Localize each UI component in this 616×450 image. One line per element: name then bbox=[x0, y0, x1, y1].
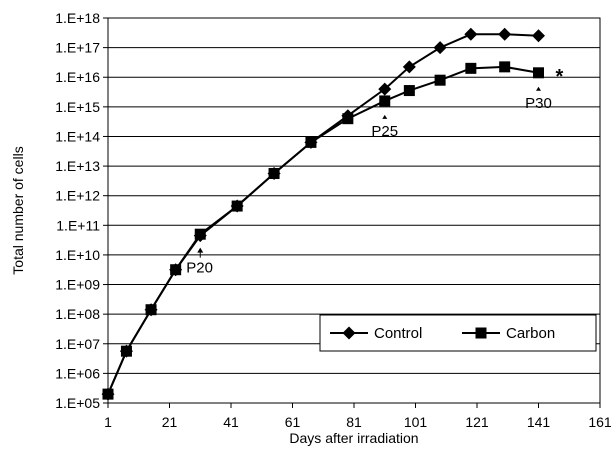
x-tick-label: 81 bbox=[346, 414, 362, 430]
x-tick-label: 101 bbox=[404, 414, 428, 430]
y-tick-label: 1.E+16 bbox=[55, 69, 100, 85]
annotations: P20 P25 P30* bbox=[186, 66, 563, 277]
y-tick-label: 1.E+08 bbox=[55, 306, 100, 322]
legend-square-marker bbox=[475, 327, 487, 339]
annotation-label: P20 bbox=[186, 260, 213, 277]
y-tick-label: 1.E+13 bbox=[55, 158, 100, 174]
x-tick-label: 1 bbox=[104, 414, 112, 430]
square-marker bbox=[102, 388, 114, 400]
square-marker bbox=[170, 264, 182, 276]
diamond-marker bbox=[433, 41, 447, 55]
axis-ticks: 1.E+05 1.E+06 1.E+07 1.E+08 1.E+09 1.E+10 1.E+… bbox=[55, 10, 612, 430]
x-axis-title: Days after irradiation bbox=[289, 430, 418, 446]
legend: Control Carbon bbox=[319, 314, 597, 352]
annotation-label: P30 bbox=[525, 95, 552, 112]
y-tick-label: 1.E+10 bbox=[55, 247, 100, 263]
x-tick-label: 161 bbox=[588, 414, 612, 430]
y-tick-label: 1.E+07 bbox=[55, 336, 100, 352]
square-marker bbox=[194, 228, 206, 240]
square-marker bbox=[268, 167, 280, 179]
square-marker bbox=[231, 200, 243, 212]
legend-item-carbon: Carbon bbox=[462, 325, 555, 342]
square-marker bbox=[379, 95, 391, 107]
y-tick-label: 1.E+15 bbox=[55, 99, 100, 115]
y-tick-label: 1.E+09 bbox=[55, 277, 100, 293]
square-marker bbox=[120, 345, 132, 357]
x-tick-label: 141 bbox=[527, 414, 551, 430]
y-tick-label: 1.E+14 bbox=[55, 128, 100, 144]
series-carbon bbox=[102, 61, 544, 400]
annotation-label: P25 bbox=[371, 123, 398, 140]
x-tick-label: 21 bbox=[162, 414, 178, 430]
square-marker bbox=[305, 136, 317, 148]
legend-label: Carbon bbox=[506, 325, 555, 342]
annotation-marker bbox=[536, 86, 541, 91]
x-tick-label: 41 bbox=[223, 414, 239, 430]
y-tick-label: 1.E+05 bbox=[55, 395, 100, 411]
square-marker bbox=[145, 304, 157, 316]
diamond-marker bbox=[378, 82, 392, 96]
legend-label: Control bbox=[374, 325, 422, 342]
y-tick-label: 1.E+06 bbox=[55, 365, 100, 381]
x-tick-label: 121 bbox=[465, 414, 489, 430]
series-layer bbox=[101, 27, 545, 401]
y-tick-label: 1.E+18 bbox=[55, 10, 100, 26]
legend-diamond-marker bbox=[342, 326, 356, 340]
annotation-marker bbox=[382, 114, 388, 119]
diamond-marker bbox=[532, 29, 545, 43]
square-marker bbox=[465, 62, 477, 74]
y-tick-label: 1.E+11 bbox=[56, 217, 100, 233]
legend-item-control: Control bbox=[330, 325, 422, 342]
square-marker bbox=[342, 113, 354, 125]
diamond-marker bbox=[464, 27, 478, 41]
square-marker bbox=[499, 61, 511, 73]
diamond-marker bbox=[498, 27, 512, 41]
square-marker bbox=[403, 85, 415, 97]
square-marker bbox=[533, 67, 544, 79]
significance-star: * bbox=[556, 66, 564, 88]
y-tick-label: 1.E+17 bbox=[55, 40, 100, 56]
y-tick-label: 1.E+12 bbox=[55, 188, 100, 204]
x-tick-label: 61 bbox=[285, 414, 301, 430]
annotation-arrowhead bbox=[197, 247, 204, 253]
diamond-marker bbox=[402, 60, 416, 74]
square-marker bbox=[434, 74, 446, 86]
y-axis-title: Total number of cells bbox=[10, 146, 26, 274]
